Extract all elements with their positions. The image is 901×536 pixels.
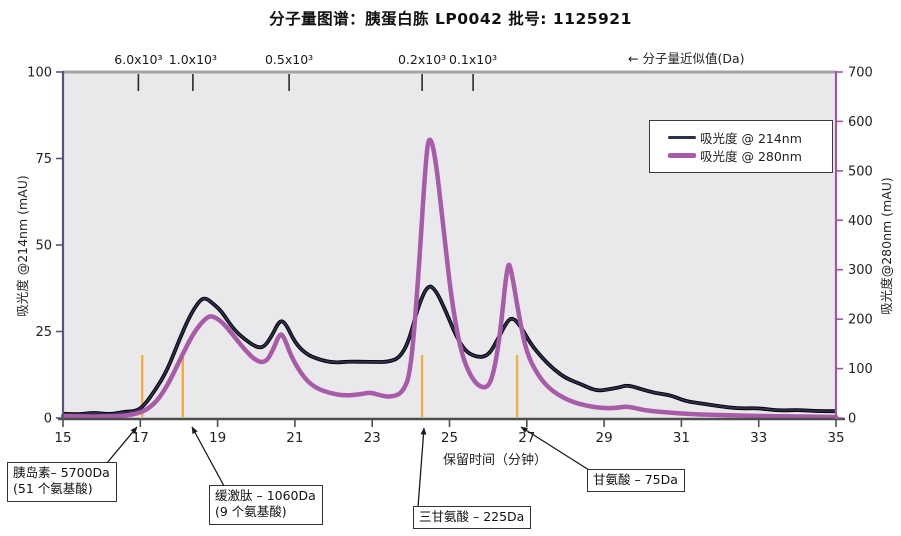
legend-line-sample-280 [668,152,696,158]
series-path-1 [60,137,839,420]
annotation-arrow [191,426,225,487]
legend-label-280: 吸光度 @ 280nm [700,148,802,164]
legend-line-sample-214 [668,135,696,139]
y-right-tick-label: 0 [848,412,856,427]
annotation-bradykinin: 缓激肽 – 1060Da (9 个氨基酸) [209,485,323,525]
y-right-tick-label: 100 [848,362,873,377]
annotation-arrow [417,427,427,508]
annotation-bradykinin-line2: (9 个氨基酸) [215,504,287,520]
top-axis-tick-label: 0.5x10³ [265,52,313,67]
annotation-arrow [106,426,138,464]
x-tick-label: 27 [518,430,535,446]
annotation-arrow [520,426,590,471]
annotation-triglycine: 三甘氨酸 – 225Da [413,506,532,530]
annotation-insulin-line1: 胰岛素– 5700Da [13,465,110,480]
y-left-tick-label: 25 [35,325,52,340]
x-tick-label: 15 [54,430,71,446]
series-path-0 [62,285,837,416]
x-tick-label: 25 [441,430,458,446]
annotation-triglycine-line1: 三甘氨酸 – 225Da [419,509,525,524]
y-right-tick-label: 300 [848,263,873,278]
y-right-tick-label: 700 [848,66,873,81]
legend-box: 吸光度 @ 214nm 吸光度 @ 280nm [649,120,833,173]
y-right-tick-label: 500 [848,164,873,179]
annotation-insulin: 胰岛素– 5700Da (51 个氨基酸) [7,462,117,502]
x-tick-label: 33 [750,430,767,446]
x-tick-label: 29 [596,430,613,446]
x-tick-label: 19 [209,430,226,446]
legend-label-214: 吸光度 @ 214nm [700,130,802,146]
y-left-tick-label: 50 [35,239,52,254]
top-axis-tick-label: 0.1x10³ [449,52,497,67]
y-left-tick-label: 75 [35,152,52,167]
top-axis-tick-label: 1.0x10³ [169,52,217,67]
x-tick-label: 21 [286,430,303,446]
page-title: 分子量图谱：胰蛋白胨 LP0042 批号: 1125921 [269,10,632,28]
y-right-tick-label: 400 [848,214,873,229]
molecular-weight-axis-note: ← 分子量近似值(Da) [628,51,745,66]
x-axis-title: 保留时间（分钟） [442,453,547,468]
legend-item-214: 吸光度 @ 214nm [650,129,832,146]
annotation-insulin-line2: (51 个氨基酸) [13,481,93,497]
y-right-tick-label: 600 [848,115,873,130]
legend-item-280: 吸光度 @ 280nm [650,147,832,164]
top-axis-tick-label: 0.2x10³ [398,52,446,67]
y-right-tick-label: 200 [848,313,873,328]
x-tick-label: 23 [364,430,381,446]
y-left-tick-label: 0 [44,412,52,427]
annotation-bradykinin-line1: 缓激肽 – 1060Da [215,488,316,503]
x-tick-label: 17 [132,430,149,446]
x-tick-label: 35 [827,430,844,446]
right-axis-title: 吸光度@280nm (mAU) [879,177,894,315]
top-axis-tick-label: 6.0x10³ [114,52,162,67]
x-tick-label: 31 [673,430,690,446]
annotation-glycine: 甘氨酸 – 75Da [587,469,685,493]
annotation-glycine-line1: 甘氨酸 – 75Da [593,472,678,487]
y-left-tick-label: 100 [27,66,52,81]
left-axis-title: 吸光度 @214nm (mAU) [15,175,30,317]
